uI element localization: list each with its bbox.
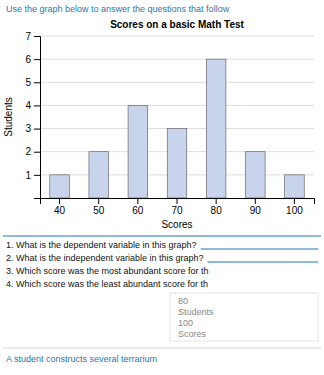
x-tick: 100 [286,198,303,216]
separator [3,236,321,237]
x-tick-label: 60 [132,205,144,216]
question: 3. Which score was the most abundant sco… [6,266,209,276]
y-tick-mark [34,175,40,176]
bar [206,59,226,198]
x-tick: 70 [171,198,183,216]
y-tick-label: 5 [25,77,31,88]
x-axis: 40 50 60 70 80 90 100 [41,198,315,216]
question: 1. What is the dependent variable in thi… [6,240,197,250]
question: 2. What is the independent variable in t… [6,253,204,263]
popup-item: 80 [178,296,188,306]
x-tick-mark [294,198,295,204]
x-tick-label: 40 [54,205,66,216]
y-tick-mark [34,59,40,60]
y-tick: 7 [25,31,40,42]
bar [246,152,266,198]
bars [50,59,304,198]
x-tick: 90 [250,198,262,216]
grid-line [40,105,314,106]
answer-line [208,262,318,263]
popup-item: Students [178,307,214,317]
answer-line [201,249,318,250]
popup-item: 100 [178,318,193,328]
bar [89,152,109,198]
grid-line [40,59,314,60]
y-tick: 4 [25,100,40,111]
chart-svg: Use the graph below to answer the questi… [0,0,324,375]
grid-line [40,36,314,37]
y-tick-mark [34,129,40,130]
y-tick-label: 6 [25,54,31,65]
bottom-text: A student constructs several terrarium [6,354,157,364]
x-tick-label: 70 [171,205,183,216]
y-axis-line [34,37,41,199]
y-tick-mark [34,105,40,106]
y-tick-label: 1 [25,170,31,181]
x-tick-mark [98,198,99,204]
popup-item: Scores [178,329,207,339]
x-tick: 40 [54,198,66,216]
y-tick: 1 [25,170,40,181]
x-tick-label: 90 [250,205,262,216]
popup-box [170,293,318,341]
y-tick-label: 7 [25,31,31,42]
x-tick-mark [177,198,178,204]
x-tick-label: 80 [211,205,223,216]
y-axis-title: Students [3,97,14,136]
y-tick-mark [34,36,40,37]
y-tick: 2 [25,146,40,157]
x-axis-title: Scores [161,219,192,230]
title: Scores on a basic Math Test [110,19,244,30]
question: 4. Which score was the least abundant sc… [6,279,208,289]
y-tick: 6 [25,54,40,65]
y-tick-mark [34,82,40,83]
x-tick-mark [216,198,217,204]
y-tick: 5 [25,77,40,88]
x-tick: 80 [211,198,223,216]
x-tick-mark [59,198,60,204]
bar [285,175,305,198]
y-tick-mark [34,152,40,153]
x-tick-label: 50 [93,205,105,216]
y-tick: 3 [25,123,40,134]
grid-line [40,82,314,83]
bar [167,129,187,198]
y-axis: 1 2 3 4 5 6 7 [25,31,40,199]
y-tick-label: 2 [25,146,31,157]
y-tick-label: 4 [25,100,31,111]
x-axis-line [41,199,315,205]
x-tick-mark [137,198,138,204]
header: Use the graph below to answer the questi… [6,4,230,14]
x-tick: 60 [132,198,144,216]
x-tick: 50 [93,198,105,216]
bar [128,105,148,198]
y-tick-label: 3 [25,123,31,134]
x-tick-label: 100 [286,205,303,216]
x-tick-mark [255,198,256,204]
bar [50,175,70,198]
bottom-separator [3,348,321,349]
